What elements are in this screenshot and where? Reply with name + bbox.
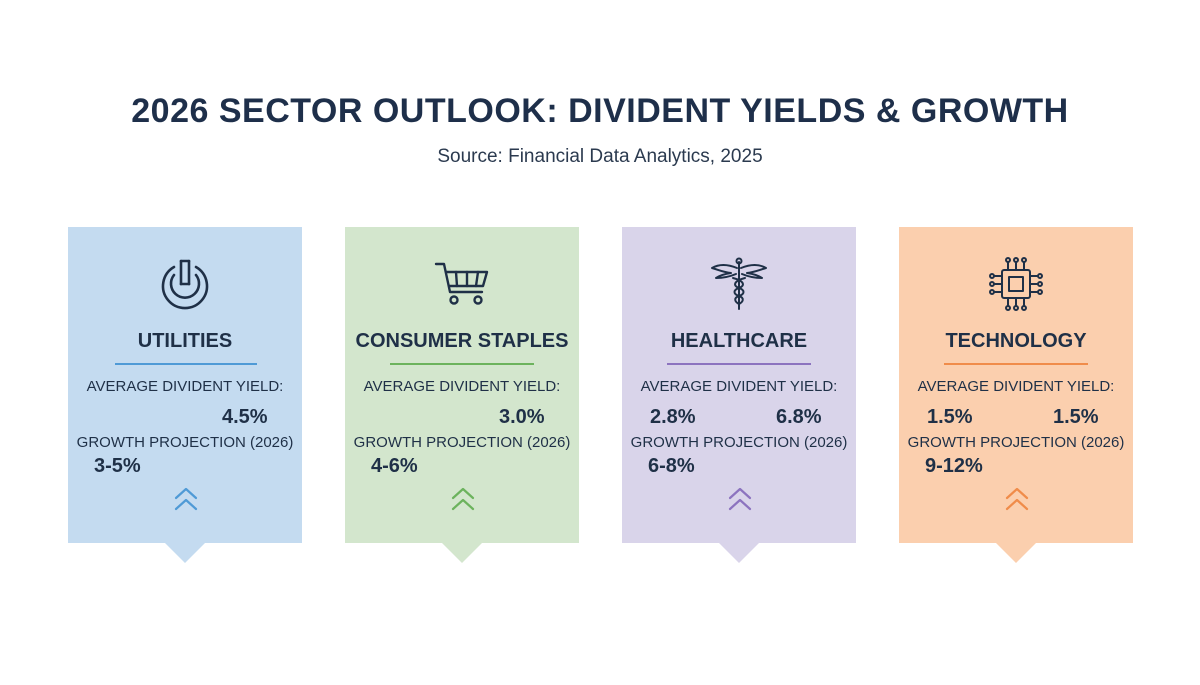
growth-value: 3-5%	[94, 455, 141, 477]
sector-name: UTILITIES	[137, 330, 233, 352]
card-utilities: UTILITIES AVERAGE DIVIDENT YIELD: 4.5% G…	[68, 227, 302, 563]
page-subtitle: Source: Financial Data Analytics, 2025	[437, 146, 763, 167]
yield-label: AVERAGE DIVIDENT YIELD:	[640, 378, 838, 395]
yield-label: AVERAGE DIVIDENT YIELD:	[86, 378, 284, 395]
chevron-up-icon	[448, 484, 478, 514]
shopping-cart-icon	[432, 254, 492, 314]
yield-label: AVERAGE DIVIDENT YIELD:	[363, 378, 561, 395]
yield-value: 2.8%	[650, 406, 696, 428]
growth-label: GROWTH PROJECTION (2026)	[630, 434, 848, 451]
card-consumer-staples: CONSUMER STAPLES AVERAGE DIVIDENT YIELD:…	[345, 227, 579, 563]
chevron-up-icon	[1002, 484, 1032, 514]
power-icon	[155, 254, 215, 314]
sector-name: TECHNOLOGY	[945, 330, 1087, 352]
card-pointer	[719, 543, 759, 563]
growth-label: GROWTH PROJECTION (2026)	[907, 434, 1125, 451]
divider	[944, 363, 1088, 365]
chevron-up-icon	[725, 484, 755, 514]
microchip-icon	[986, 254, 1046, 314]
yield-value: 6.8%	[776, 406, 822, 428]
card-technology: TECHNOLOGY AVERAGE DIVIDENT YIELD: 1.5% …	[899, 227, 1133, 563]
card-pointer	[996, 543, 1036, 563]
growth-value: 6-8%	[648, 455, 695, 477]
yield-value: 4.5%	[222, 406, 268, 428]
card-pointer	[442, 543, 482, 563]
yield-value: 1.5%	[927, 406, 973, 428]
yield-value: 1.5%	[1053, 406, 1099, 428]
sector-name: HEALTHCARE	[670, 330, 808, 352]
growth-value: 4-6%	[371, 455, 418, 477]
yield-value: 3.0%	[499, 406, 545, 428]
yield-label: AVERAGE DIVIDENT YIELD:	[917, 378, 1115, 395]
divider	[115, 363, 257, 365]
card-pointer	[165, 543, 205, 563]
page-title: 2026 SECTOR OUTLOOK: DIVIDENT YIELDS & G…	[131, 92, 1069, 130]
growth-value: 9-12%	[925, 455, 983, 477]
divider	[667, 363, 811, 365]
growth-label: GROWTH PROJECTION (2026)	[76, 434, 294, 451]
card-healthcare: HEALTHCARE AVERAGE DIVIDENT YIELD: 2.8% …	[622, 227, 856, 563]
chevron-up-icon	[171, 484, 201, 514]
sector-name: CONSUMER STAPLES	[355, 330, 569, 352]
caduceus-icon	[709, 254, 769, 314]
divider	[390, 363, 534, 365]
growth-label: GROWTH PROJECTION (2026)	[353, 434, 571, 451]
